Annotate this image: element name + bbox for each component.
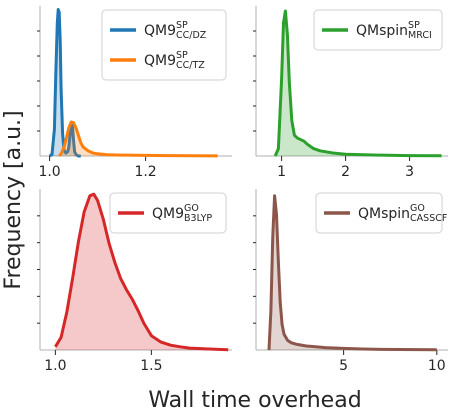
legend-entry: QM9SP CC/DZ <box>144 20 207 41</box>
series-area <box>59 122 218 156</box>
series-line <box>273 9 442 158</box>
bottom-right-panel: 5 10 QMspinGO CASSCF <box>253 189 448 374</box>
x-tick-label: 2 <box>341 164 350 180</box>
legend-entry: QMspinGO CASSCF <box>358 203 447 224</box>
series-line <box>267 194 437 352</box>
legend-box <box>315 192 443 234</box>
series-area <box>55 194 229 350</box>
legend: QM9GO B3LYP <box>109 192 227 234</box>
legend: QMspinSP MRCI <box>313 9 443 51</box>
x-axis-title: Wall time overhead <box>148 388 361 413</box>
x-tick-label: 1.2 <box>134 164 156 180</box>
top-left-panel: 1.0 1.2 QM9SP CC/DZ QM9SP CC/TZ <box>37 6 232 180</box>
legend-entry: QMspinSP MRCI <box>356 20 432 41</box>
x-tick-label: 1.0 <box>38 164 60 180</box>
y-axis-title: Frequency [a.u.] <box>1 110 26 289</box>
legend: QM9SP CC/DZ QM9SP CC/TZ <box>101 9 227 81</box>
x-tick-label: 3 <box>405 164 414 180</box>
series-area <box>275 11 442 156</box>
legend: QMspinGO CASSCF <box>315 192 447 234</box>
series-line <box>48 8 81 158</box>
bottom-left-panel: 1.0 1.5 QM9GO B3LYP <box>37 189 232 374</box>
x-tick-label: 1.5 <box>140 358 162 374</box>
top-right-panel: 1 2 3 QMspinSP MRCI <box>253 6 448 180</box>
x-tick-label: 10 <box>428 358 446 374</box>
series-line <box>58 120 218 158</box>
series-line <box>54 192 229 352</box>
x-tick-label: 1 <box>277 164 286 180</box>
legend-box <box>313 9 443 51</box>
legend-box <box>101 9 227 81</box>
legend-entry: QM9SP CC/TZ <box>144 50 205 71</box>
x-tick-label: 1.0 <box>44 358 66 374</box>
legend-entry: QM9GO B3LYP <box>152 203 212 224</box>
legend-box <box>109 192 227 234</box>
x-tick-label: 5 <box>339 358 348 374</box>
